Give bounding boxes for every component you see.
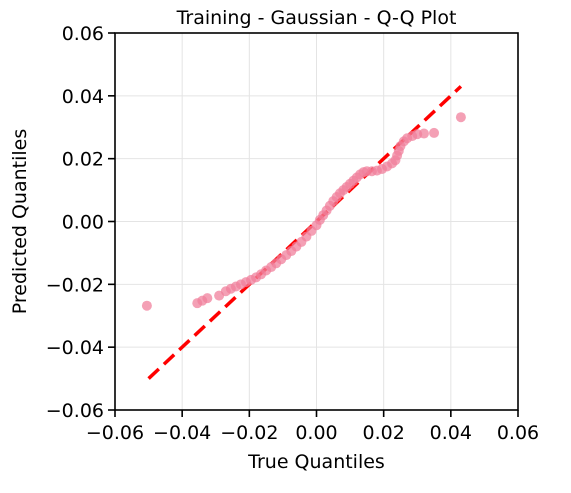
y-tick-label-4: 0.02 — [62, 149, 104, 171]
data-point-0 — [141, 300, 152, 311]
data-point-53 — [429, 127, 440, 138]
x-tick-label-0: −0.06 — [86, 422, 144, 444]
y-tick-label-6: 0.06 — [62, 23, 104, 45]
x-axis-label: True Quantiles — [247, 451, 385, 473]
data-point-3 — [202, 293, 213, 304]
data-point-54 — [455, 112, 466, 123]
y-axis-ticks: −0.06 −0.04 −0.02 0.00 0.02 0.04 0.06 — [46, 23, 115, 422]
y-tick-label-1: −0.04 — [46, 337, 104, 359]
x-axis-ticks: −0.06 −0.04 −0.02 0.00 0.02 0.04 0.06 — [86, 410, 539, 444]
chart-title: Training - Gaussian - Q-Q Plot — [176, 7, 457, 29]
x-tick-label-5: 0.04 — [430, 422, 472, 444]
data-points — [141, 112, 466, 311]
y-tick-label-3: 0.00 — [62, 212, 104, 234]
data-point-52 — [418, 128, 429, 139]
y-tick-label-5: 0.04 — [62, 86, 104, 108]
x-tick-label-3: 0.00 — [295, 422, 337, 444]
y-tick-label-2: −0.02 — [46, 274, 104, 296]
y-axis-label: Predicted Quantiles — [9, 129, 31, 315]
x-tick-label-4: 0.02 — [363, 422, 405, 444]
x-tick-label-1: −0.04 — [153, 422, 211, 444]
y-tick-label-0: −0.06 — [46, 400, 104, 422]
x-tick-label-2: −0.02 — [220, 422, 278, 444]
x-tick-label-6: 0.06 — [497, 422, 539, 444]
